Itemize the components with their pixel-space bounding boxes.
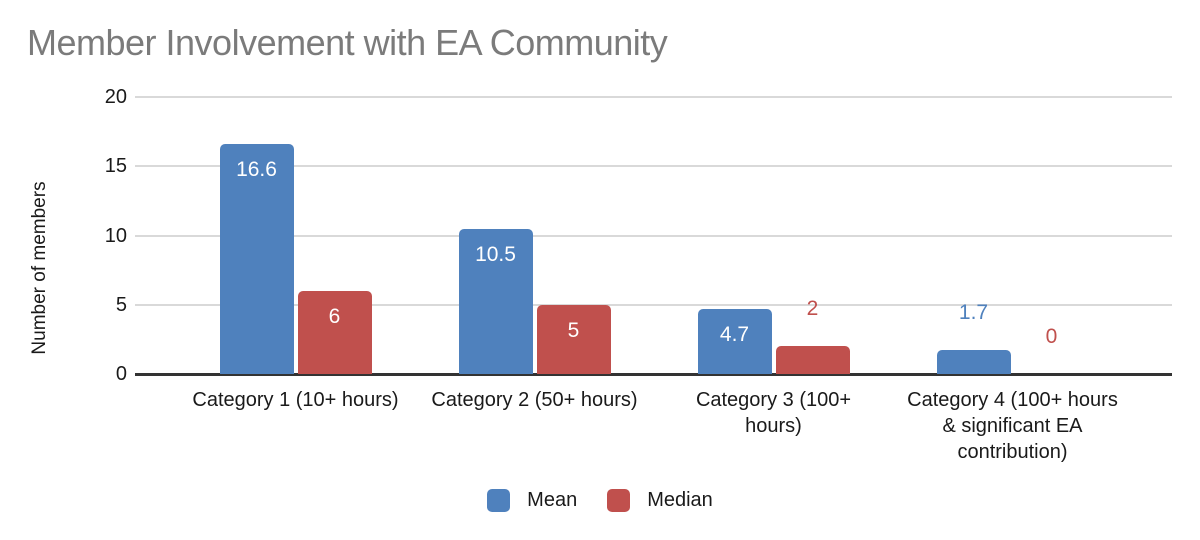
x-category-label: Category 1 (10+ hours): [192, 389, 399, 411]
gridline: [135, 234, 1172, 237]
bar-mean-category-4[interactable]: [936, 350, 1011, 374]
bar-mean-category-1[interactable]: [219, 144, 294, 374]
x-category-label: Category 2 (50+ hours): [431, 389, 638, 411]
gridline: [135, 165, 1172, 168]
bar-value-label: 4.7: [719, 322, 750, 346]
bar-median-category-2[interactable]: [536, 304, 611, 374]
legend-item-median[interactable]: Median: [607, 488, 713, 512]
y-tick-label: 0: [115, 363, 127, 385]
bar-value-label: 16.6: [236, 158, 277, 182]
bar-value-label: 10.5: [475, 242, 516, 266]
legend-swatch-icon: [607, 488, 631, 512]
gridline: [135, 96, 1172, 98]
bar-mean-category-2[interactable]: [458, 228, 533, 374]
legend-label: Median: [647, 488, 713, 511]
gridline: [135, 303, 1172, 306]
y-tick-label: 5: [115, 293, 127, 316]
y-axis-title: Number of members: [29, 181, 50, 355]
legend-label: Mean: [527, 488, 578, 511]
y-tick-label: 10: [104, 224, 127, 247]
bar-median-category-1[interactable]: [297, 290, 372, 374]
bar-value-label: 5: [567, 318, 580, 342]
x-category-label: Category 4 (100+ hours: [907, 389, 1118, 411]
y-tick-label: 20: [104, 86, 127, 108]
bar-median-category-3[interactable]: [775, 346, 850, 374]
legend: Mean Median: [0, 482, 1200, 518]
legend-swatch-icon: [487, 488, 511, 512]
bar-value-label: 0: [1045, 325, 1058, 348]
bar-value-label: 1.7: [958, 301, 989, 325]
x-category-label: Category 3 (100+: [695, 389, 852, 411]
x-category-label: hours): [745, 415, 802, 437]
bar-value-label: 2: [806, 297, 819, 321]
y-tick-label: 15: [104, 155, 127, 178]
x-axis-line: [135, 372, 1172, 376]
bar-mean-category-3[interactable]: [697, 308, 772, 374]
x-category-label: contribution): [957, 441, 1068, 463]
legend-item-mean[interactable]: Mean: [487, 488, 578, 512]
chart-title: Member Involvement with EA Community: [27, 22, 668, 63]
x-category-label: & significant EA: [942, 415, 1083, 437]
bar-value-label: 6: [328, 304, 341, 328]
